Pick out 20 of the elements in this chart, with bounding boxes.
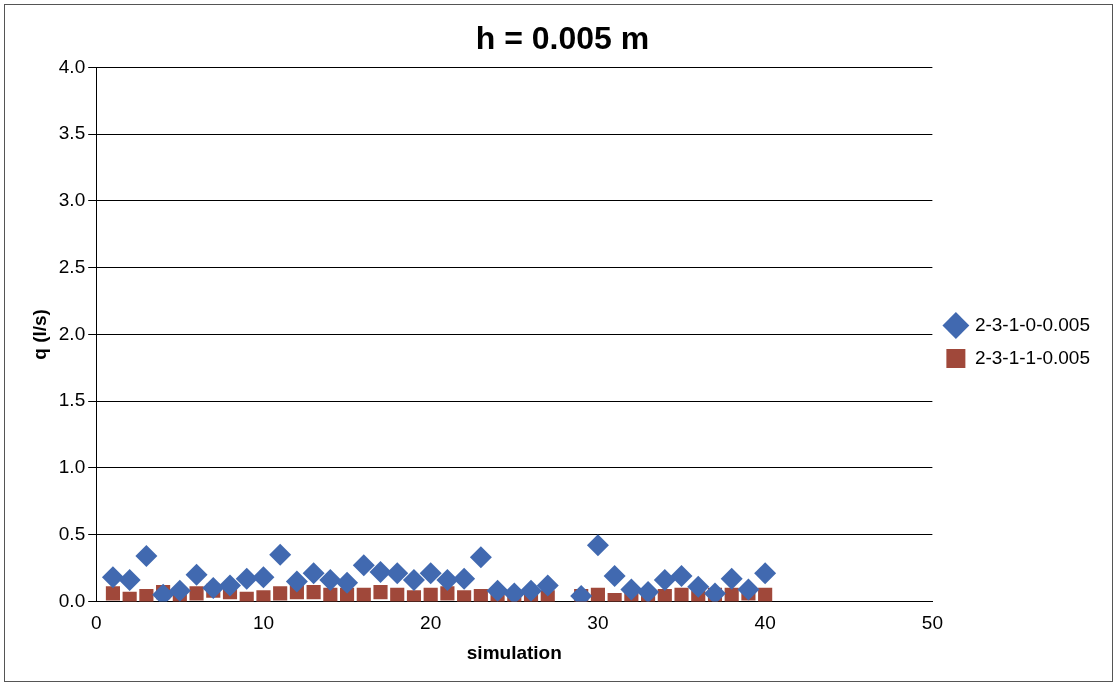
x-tick-label: 40 — [754, 612, 776, 634]
y-tick-label: 1.5 — [58, 389, 86, 411]
y-tick-label: 0.0 — [58, 589, 86, 611]
y-tick-label: 2.5 — [58, 255, 86, 277]
legend-label: 2-3-1-1-0.005 — [974, 346, 1090, 368]
y-tick-label: 2.0 — [58, 322, 86, 344]
x-tick-label: 20 — [420, 612, 442, 634]
y-tick-label: 3.5 — [58, 122, 86, 144]
y-tick-label: 1.0 — [58, 456, 86, 478]
y-tick-label: 0.5 — [58, 522, 86, 544]
chart-title: h = 0.005 m — [475, 20, 650, 57]
y-tick-label: 3.0 — [58, 189, 86, 211]
legend-label: 2-3-1-0-0.005 — [974, 313, 1090, 335]
x-tick-label: 30 — [587, 612, 609, 634]
y-tick-label: 4.0 — [58, 55, 86, 77]
x-tick-label: 10 — [252, 612, 275, 634]
y-axis-title: q (l/s) — [28, 309, 50, 360]
x-tick-label: 0 — [90, 612, 102, 634]
x-tick-label: 50 — [921, 612, 943, 634]
x-axis-title: simulation — [466, 641, 562, 663]
